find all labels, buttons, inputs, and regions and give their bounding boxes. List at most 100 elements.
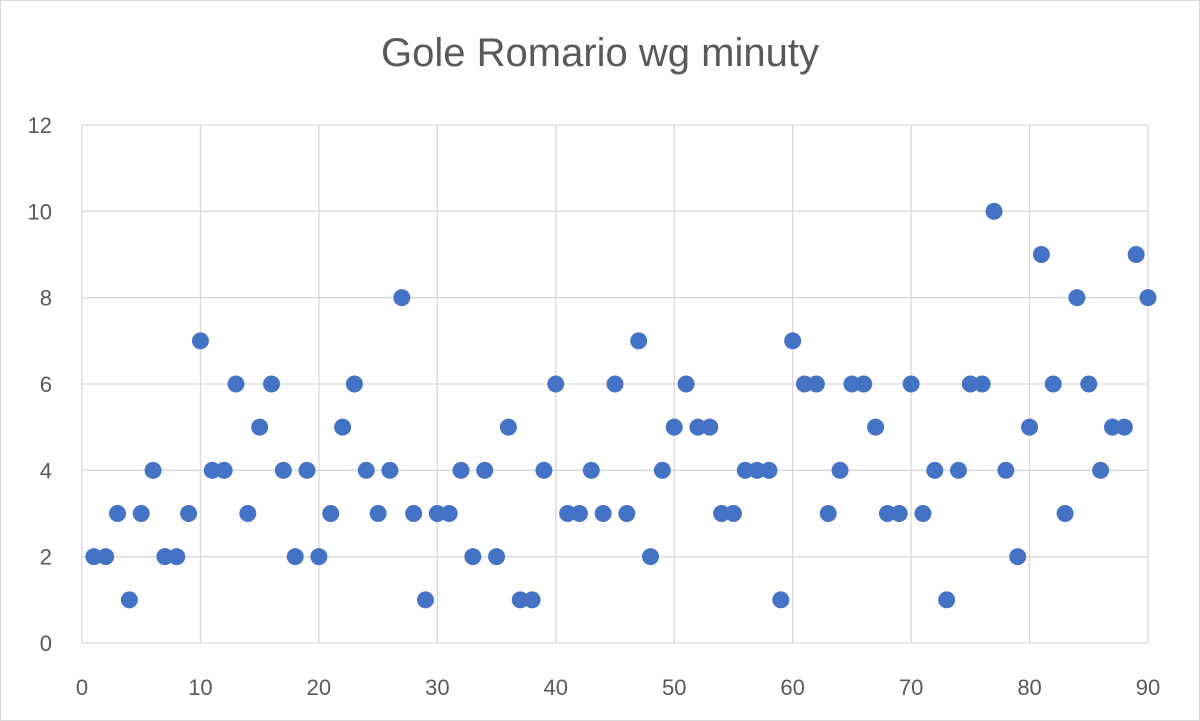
data-point [985, 202, 1003, 220]
x-tick-label: 20 [307, 675, 331, 700]
data-point [310, 548, 328, 566]
data-point [582, 461, 600, 479]
data-point [973, 375, 991, 393]
data-point [1068, 289, 1086, 307]
y-tick-label: 4 [40, 458, 52, 483]
data-point [961, 375, 979, 393]
data-point [1103, 418, 1121, 436]
y-tick-label: 2 [40, 545, 52, 570]
data-point [120, 591, 138, 609]
data-point [902, 375, 920, 393]
data-points [85, 202, 1157, 609]
data-point [286, 548, 304, 566]
data-point [1056, 505, 1074, 522]
data-point [180, 505, 198, 522]
data-point [416, 591, 434, 609]
data-point [476, 461, 494, 479]
data-point [843, 375, 861, 393]
chart-title: Gole Romario wg minuty [381, 31, 819, 75]
data-point [796, 375, 814, 393]
data-point [867, 418, 885, 436]
data-point [736, 461, 754, 479]
data-point [239, 505, 257, 522]
data-point [452, 461, 470, 479]
data-point [251, 418, 269, 436]
data-point [523, 591, 541, 609]
data-point [1127, 246, 1145, 263]
data-point [334, 418, 352, 436]
x-tick-label: 60 [780, 675, 804, 700]
data-point [713, 505, 731, 522]
data-point [855, 375, 873, 393]
data-point [369, 505, 387, 522]
data-point [203, 461, 221, 479]
data-point [1009, 548, 1027, 566]
data-point [535, 461, 553, 479]
data-point [144, 461, 162, 479]
data-point [191, 332, 209, 350]
data-point [393, 289, 411, 307]
data-point [724, 505, 742, 522]
x-tick-label: 50 [662, 675, 686, 700]
data-point [772, 591, 790, 609]
data-point [322, 505, 340, 522]
x-tick-label: 40 [544, 675, 568, 700]
data-point [345, 375, 363, 393]
data-point [701, 418, 719, 436]
data-point [132, 505, 150, 522]
data-point [215, 461, 233, 479]
data-point [949, 461, 967, 479]
data-point [298, 461, 316, 479]
data-point [1021, 418, 1039, 436]
data-point [642, 548, 660, 566]
data-point [677, 375, 695, 393]
x-tick-label: 0 [76, 675, 88, 700]
data-point [274, 461, 292, 479]
data-point [440, 505, 458, 522]
x-tick-label: 90 [1136, 675, 1160, 700]
data-point [547, 375, 565, 393]
x-tick-label: 70 [899, 675, 923, 700]
data-point [381, 461, 399, 479]
data-point [428, 505, 446, 522]
data-point [689, 418, 707, 436]
data-point [819, 505, 837, 522]
data-point [748, 461, 766, 479]
data-point [511, 591, 529, 609]
data-point [594, 505, 612, 522]
data-point [1115, 418, 1133, 436]
data-point [85, 548, 103, 566]
y-tick-label: 12 [28, 113, 52, 138]
data-point [227, 375, 245, 393]
data-point [1092, 461, 1110, 479]
data-point [1044, 375, 1062, 393]
data-point [665, 418, 683, 436]
data-point [606, 375, 624, 393]
data-point [499, 418, 517, 436]
data-point [653, 461, 671, 479]
data-point [938, 591, 956, 609]
x-tick-label: 30 [425, 675, 449, 700]
data-point [1080, 375, 1098, 393]
data-point [97, 548, 115, 566]
data-point [997, 461, 1015, 479]
data-point [570, 505, 588, 522]
x-tick-label: 80 [1017, 675, 1041, 700]
y-tick-label: 8 [40, 286, 52, 311]
x-tick-label: 10 [188, 675, 212, 700]
data-point [831, 461, 849, 479]
data-point [405, 505, 423, 522]
data-point [263, 375, 281, 393]
data-point [630, 332, 648, 350]
y-tick-label: 6 [40, 372, 52, 397]
data-point [618, 505, 636, 522]
data-point [357, 461, 375, 479]
data-point [878, 505, 896, 522]
data-point [890, 505, 908, 522]
axis-tick-labels: 0 2 4 6 8 10 12 0 10 20 30 40 50 60 70 80 90 [28, 113, 1161, 700]
data-point [807, 375, 825, 393]
data-point [760, 461, 778, 479]
y-tick-label: 10 [28, 199, 52, 224]
data-point [168, 548, 186, 566]
